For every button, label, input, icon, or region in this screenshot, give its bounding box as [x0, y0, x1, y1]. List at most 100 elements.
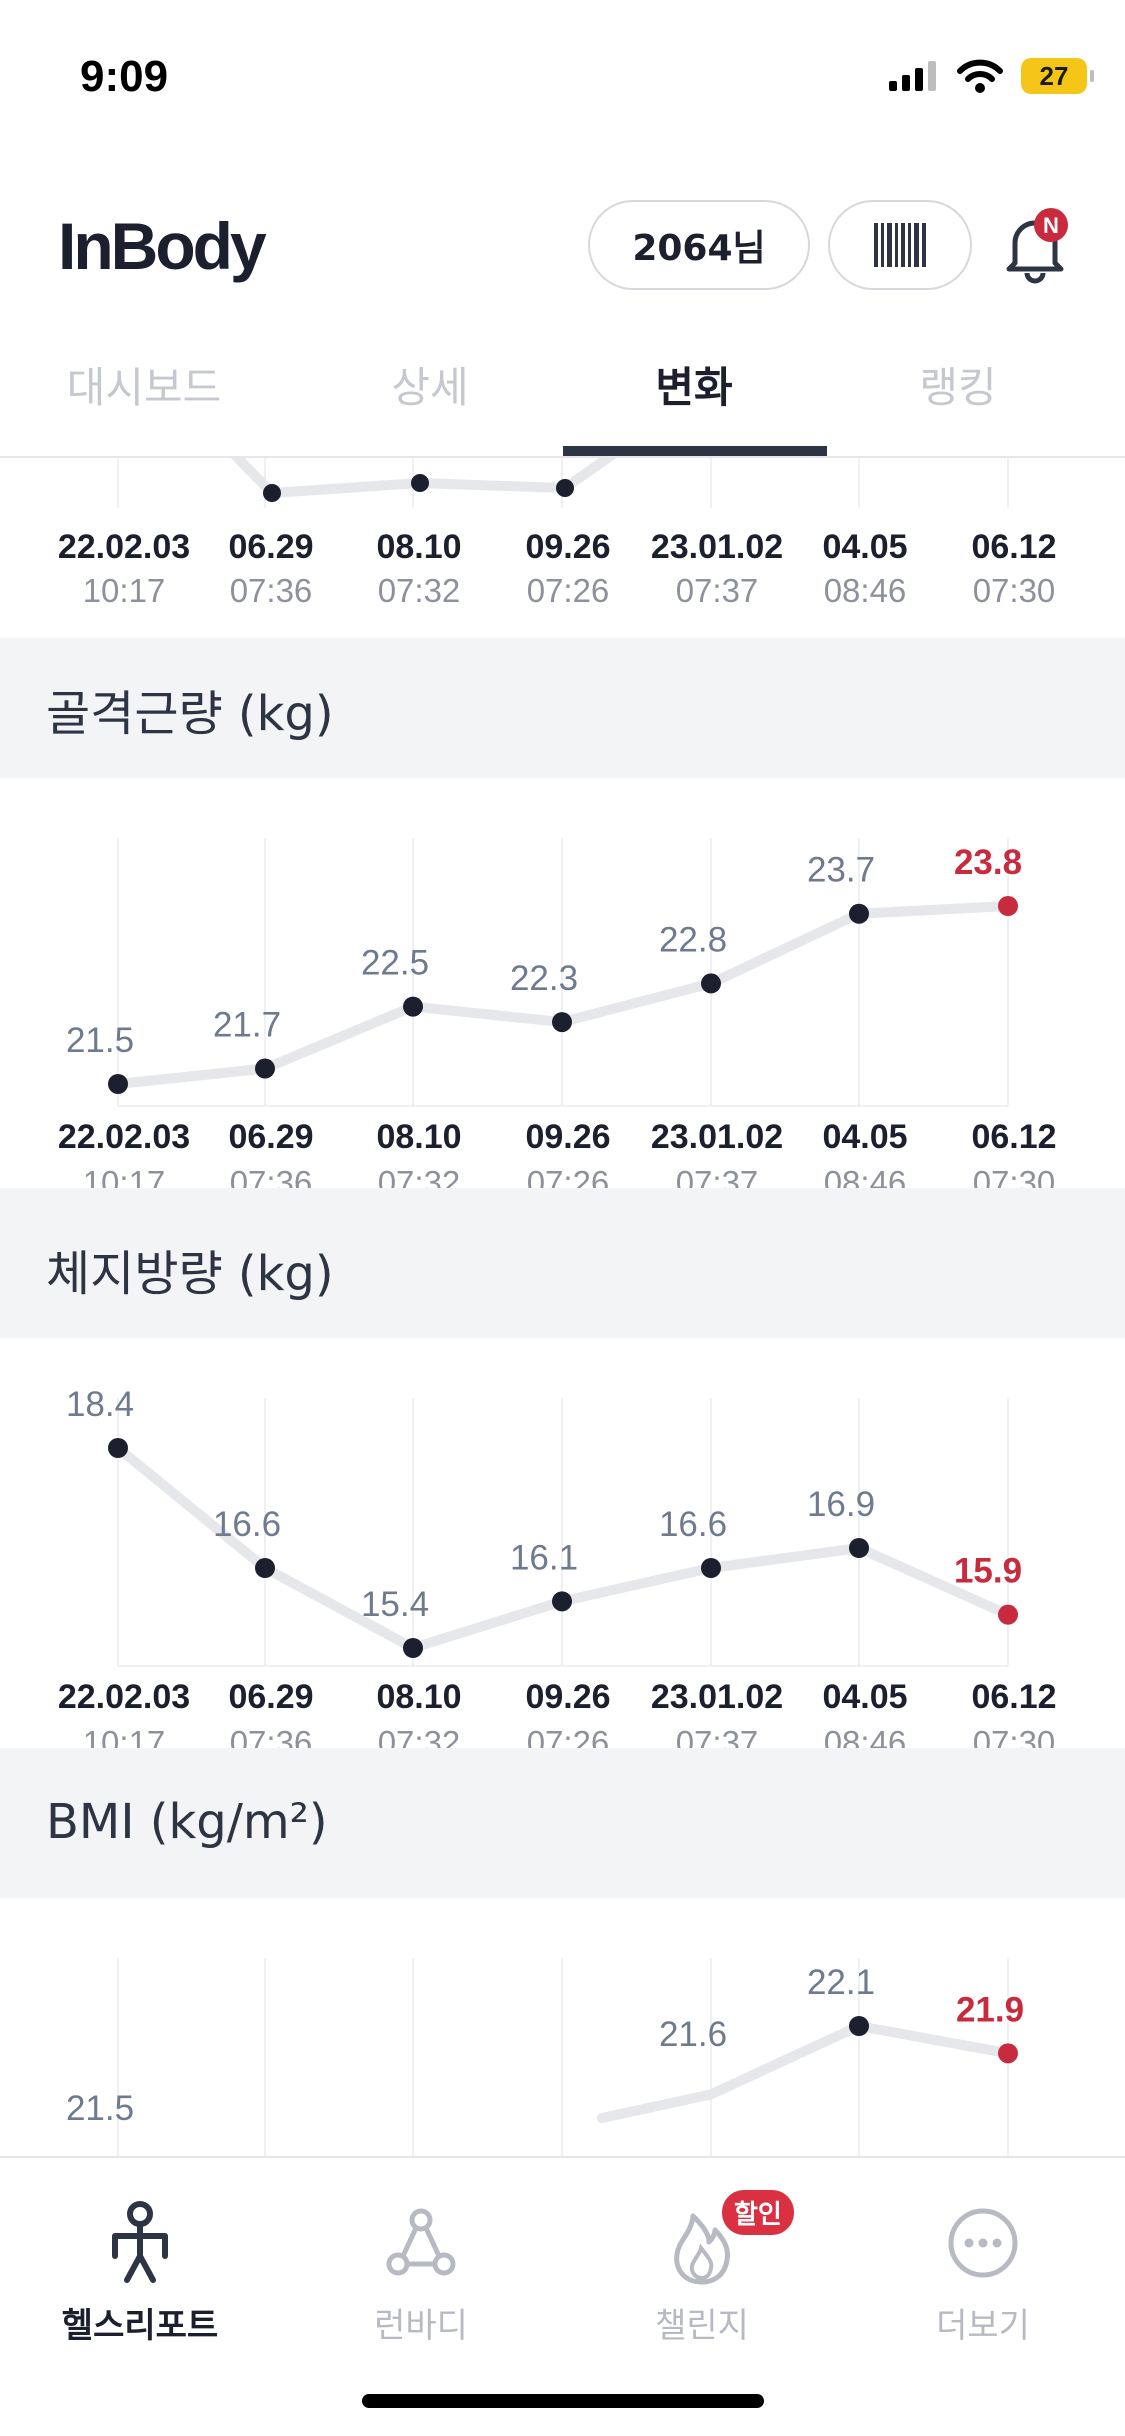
data-label: 23.7	[807, 851, 875, 890]
cellular-signal-icon	[889, 61, 936, 91]
x-tick-date: 08.10	[376, 1678, 461, 1716]
data-point[interactable]	[849, 2016, 869, 2036]
x-tick-time: 07:30	[973, 1164, 1056, 1188]
data-point[interactable]	[108, 1438, 128, 1458]
x-tick-date: 04.05	[822, 1118, 907, 1156]
tab-dashboard[interactable]: 대시보드	[66, 363, 222, 412]
x-tick-date: 09.26	[525, 1118, 610, 1156]
tab-change[interactable]: 변화	[655, 363, 733, 412]
data-point[interactable]	[255, 1558, 275, 1578]
nav-health-report[interactable]: 헬스리포트	[40, 2198, 240, 2347]
chart-bmi: 21.5 21.6 22.1 21.9	[66, 1958, 1024, 2156]
x-tick-time: 10:17	[83, 572, 166, 609]
x-tick-date: 22.02.03	[58, 1118, 190, 1156]
x-tick-time: 08:46	[824, 1724, 907, 1748]
data-label: 16.1	[510, 1538, 578, 1577]
x-tick-date: 09.26	[525, 1678, 610, 1716]
inbody-logo: InBody	[58, 209, 267, 283]
user-button[interactable]: 2064님	[588, 200, 810, 290]
x-tick-date: 23.01.02	[651, 1678, 783, 1716]
data-label: 16.6	[213, 1505, 281, 1544]
x-tick-date: 09.26	[525, 528, 610, 566]
series-line	[597, 2021, 1013, 2123]
home-indicator	[362, 2394, 764, 2408]
nav-more[interactable]: 더보기	[883, 2198, 1083, 2347]
x-tick-date: 22.02.03	[58, 528, 190, 566]
tab-bar: 대시보드 상세 변화 랭킹	[0, 340, 1125, 458]
data-point[interactable]	[255, 1058, 275, 1079]
data-point[interactable]	[849, 1538, 869, 1558]
x-tick-date: 04.05	[822, 1678, 907, 1716]
section-header-fat: 체지방량 (kg)	[0, 1198, 1125, 1338]
data-point[interactable]	[403, 1638, 423, 1658]
x-tick-time: 07:37	[676, 572, 759, 609]
x-tick-time: 07:36	[230, 572, 313, 609]
data-point[interactable]	[108, 1074, 128, 1094]
flame-icon	[674, 2213, 730, 2285]
notification-button[interactable]: N	[995, 205, 1075, 285]
x-tick-time: 08:46	[824, 572, 907, 609]
chart-card-muscle: 21.5 21.7 22.5 22.3 22.8 23.7 23.8 22.02.03 10:1…	[0, 778, 1125, 1188]
data-point[interactable]	[403, 996, 423, 1017]
previous-point	[411, 474, 429, 492]
data-point[interactable]	[552, 1591, 572, 1612]
x-tick-time: 07:32	[378, 572, 461, 609]
x-tick-date: 06.29	[228, 1118, 313, 1156]
section-title-muscle: 골격근량 (kg)	[46, 686, 334, 742]
latest-point[interactable]	[998, 2043, 1018, 2064]
data-label: 22.8	[659, 920, 727, 959]
bottom-navigation: 헬스리포트 런바디 할인 챌린지 더보기	[0, 2156, 1125, 2436]
tab-detail[interactable]: 상세	[391, 363, 469, 412]
latest-point[interactable]	[998, 896, 1018, 916]
battery-indicator: 27	[1021, 58, 1094, 94]
x-tick-time: 08:46	[824, 1164, 907, 1188]
x-tick-time: 07:30	[973, 1724, 1056, 1748]
latest-point[interactable]	[998, 1604, 1018, 1625]
barcode-button[interactable]	[828, 200, 972, 290]
data-label: 22.3	[510, 959, 578, 998]
chart-card-fat: 18.4 16.6 15.4 16.1 16.6 16.9 15.9 22.02.03 10:1…	[0, 1338, 1125, 1748]
previous-point	[263, 484, 281, 502]
section-header-muscle: 골격근량 (kg)	[0, 638, 1125, 778]
bell-icon: N	[1006, 208, 1068, 284]
tab-ranking[interactable]: 랭킹	[919, 363, 997, 412]
data-point[interactable]	[849, 903, 869, 924]
x-tick-date: 04.05	[822, 528, 907, 566]
network-icon	[386, 2208, 456, 2276]
previous-chart-card: 22.02.03 10:17 06.29 07:36 08.10 07:32 09.26 07…	[0, 458, 1125, 638]
data-label: 21.5	[66, 1021, 134, 1060]
section-title-bmi: BMI (kg/m²)	[46, 1794, 328, 1850]
x-tick-date: 08.10	[376, 528, 461, 566]
app-header: InBody 2064님 N	[0, 190, 1125, 300]
x-tick-date: 06.29	[228, 528, 313, 566]
status-icons: 27	[889, 58, 1094, 94]
data-label: 15.4	[361, 1585, 429, 1624]
data-label: 18.4	[66, 1385, 134, 1424]
x-tick-time: 10:17	[83, 1164, 166, 1188]
nav-runbody[interactable]: 런바디	[321, 2198, 521, 2347]
x-tick-date: 08.10	[376, 1118, 461, 1156]
data-point[interactable]	[701, 973, 721, 994]
latest-value-label: 15.9	[954, 1552, 1022, 1591]
section-header-bmi: BMI (kg/m²)	[0, 1758, 1125, 1898]
x-tick-time: 07:26	[527, 1724, 610, 1748]
x-tick-time: 07:37	[676, 1164, 759, 1188]
nav-challenge[interactable]: 할인 챌린지	[602, 2190, 802, 2347]
data-point[interactable]	[701, 1558, 721, 1578]
x-tick-date: 06.12	[971, 1678, 1056, 1716]
x-tick-time: 07:30	[973, 572, 1056, 609]
x-tick-date: 06.12	[971, 1118, 1056, 1156]
change-content[interactable]: 22.02.03 10:17 06.29 07:36 08.10 07:32 09.26 07…	[0, 458, 1125, 2156]
status-bar: 9:09 27	[0, 0, 1125, 150]
chart-muscle: 21.5 21.7 22.5 22.3 22.8 23.7 23.8 22.02.03 10:1…	[58, 838, 1057, 1188]
x-tick-time: 07:32	[378, 1164, 461, 1188]
data-label: 16.9	[807, 1485, 875, 1524]
data-point[interactable]	[552, 1012, 572, 1033]
tab-active-indicator	[563, 446, 827, 456]
latest-value-label: 21.9	[956, 1990, 1024, 2029]
previous-chart: 22.02.03 10:17 06.29 07:36 08.10 07:32 09.26 07…	[58, 458, 1057, 609]
data-label: 21.6	[659, 2015, 727, 2054]
chart-fat: 18.4 16.6 15.4 16.1 16.6 16.9 15.9 22.02.03 10:1…	[58, 1385, 1057, 1748]
nav-label-more: 더보기	[936, 2306, 1030, 2346]
barcode-icon	[874, 223, 926, 267]
